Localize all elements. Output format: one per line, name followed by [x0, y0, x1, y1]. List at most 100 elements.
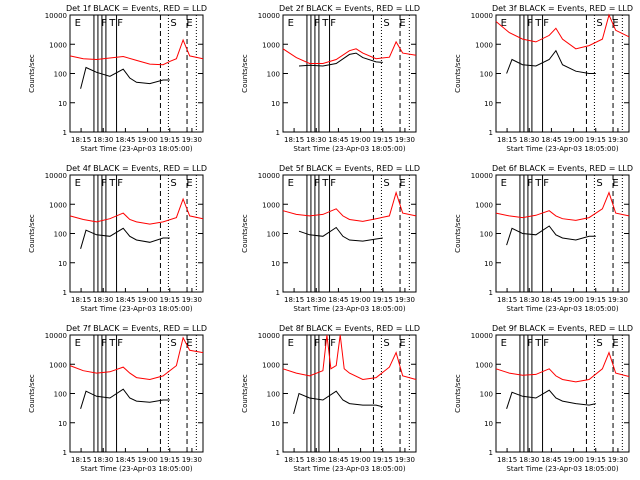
event-marker: F: [101, 178, 107, 189]
event-marker: S: [170, 338, 176, 349]
y-tick-label: 10000: [45, 12, 67, 20]
lld-series-line: [495, 13, 630, 50]
y-tick-label: 1000: [475, 361, 493, 369]
event-marker: E: [75, 338, 81, 349]
event-marker: E: [399, 338, 405, 349]
event-marker: E: [186, 178, 192, 189]
x-tick-label: 18:30: [306, 136, 326, 144]
lld-series-line: [69, 197, 204, 225]
events-series-line: [298, 226, 383, 242]
x-tick-label: 19:00: [137, 136, 157, 144]
y-tick-label: 1: [63, 129, 67, 137]
x-tick-label: 19:00: [350, 136, 370, 144]
x-tick-label: 19:00: [350, 456, 370, 464]
event-marker: E: [612, 338, 618, 349]
y-tick-label: 1000: [475, 41, 493, 49]
y-tick-label: 10: [484, 420, 493, 428]
event-marker: F: [330, 178, 336, 189]
event-marker: F: [527, 338, 533, 349]
panel-title: Det 8f BLACK = Events, RED = LLD: [279, 324, 420, 333]
y-tick-label: 1: [276, 449, 280, 457]
x-tick-label: 19:15: [586, 136, 606, 144]
event-marker: E: [501, 338, 507, 349]
y-tick-label: 1000: [49, 201, 67, 209]
x-tick-label: 18:30: [519, 296, 539, 304]
x-tick-label: 19:15: [373, 456, 393, 464]
event-marker: F: [314, 338, 320, 349]
event-marker: E: [75, 178, 81, 189]
chart-panel-9: Det 9f BLACK = Events, RED = LLD 1 10 100 10…: [454, 324, 633, 473]
x-tick-label: 18:15: [497, 136, 517, 144]
event-marker: E: [501, 18, 507, 29]
x-tick-label: 19:30: [182, 136, 202, 144]
panel-title: Det 4f BLACK = Events, RED = LLD: [66, 164, 207, 173]
y-tick-label: 1: [489, 449, 493, 457]
x-tick-label: 19:15: [373, 136, 393, 144]
x-tick-label: 19:30: [395, 296, 415, 304]
x-tick-label: 18:45: [328, 456, 348, 464]
x-tick-label: 18:30: [306, 296, 326, 304]
y-axis-label: Counts/sec: [454, 214, 462, 253]
event-marker: T: [321, 338, 329, 349]
y-tick-label: 10000: [471, 332, 493, 340]
event-marker: T: [534, 178, 542, 189]
y-tick-label: 10000: [258, 172, 280, 180]
event-marker: S: [596, 178, 602, 189]
event-marker: F: [527, 178, 533, 189]
event-marker: T: [108, 18, 116, 29]
events-series-line: [298, 52, 383, 67]
events-series-line: [293, 390, 383, 415]
event-marker: E: [612, 18, 618, 29]
x-tick-label: 18:15: [71, 296, 91, 304]
x-axis-label: Start Time (23-Apr-03 18:05:00): [80, 145, 192, 153]
y-tick-label: 10: [484, 260, 493, 268]
event-marker: S: [170, 18, 176, 29]
plot-frame: [495, 14, 630, 133]
x-axis-label: Start Time (23-Apr-03 18:05:00): [80, 465, 192, 473]
event-marker: E: [288, 178, 294, 189]
event-marker: S: [170, 178, 176, 189]
event-marker: F: [330, 18, 336, 29]
event-marker: F: [117, 338, 123, 349]
event-marker: F: [101, 338, 107, 349]
y-tick-label: 10: [271, 100, 280, 108]
x-axis-label: Start Time (23-Apr-03 18:05:00): [293, 145, 405, 153]
y-tick-label: 100: [480, 231, 493, 239]
y-tick-label: 1000: [262, 41, 280, 49]
y-tick-label: 10: [58, 420, 67, 428]
y-tick-label: 10: [271, 260, 280, 268]
x-tick-label: 18:15: [71, 456, 91, 464]
y-tick-label: 1000: [49, 41, 67, 49]
x-tick-label: 18:45: [115, 136, 135, 144]
panel-title: Det 1f BLACK = Events, RED = LLD: [66, 4, 207, 13]
y-tick-label: 100: [480, 71, 493, 79]
x-tick-label: 18:15: [284, 456, 304, 464]
x-tick-label: 19:15: [586, 456, 606, 464]
x-axis-label: Start Time (23-Apr-03 18:05:00): [293, 305, 405, 313]
event-marker: T: [534, 18, 542, 29]
x-tick-label: 18:15: [284, 296, 304, 304]
events-series-line: [80, 66, 170, 89]
x-tick-label: 18:45: [328, 296, 348, 304]
y-tick-label: 1000: [475, 201, 493, 209]
x-tick-label: 19:30: [395, 456, 415, 464]
x-tick-label: 19:00: [563, 136, 583, 144]
lld-series-line: [282, 40, 417, 64]
chart-panel-7: Det 7f BLACK = Events, RED = LLD 1 10 100 10…: [28, 324, 207, 473]
panel-title: Det 3f BLACK = Events, RED = LLD: [492, 4, 633, 13]
event-marker: E: [288, 338, 294, 349]
lld-series-line: [495, 351, 630, 383]
x-tick-label: 19:15: [160, 136, 180, 144]
x-tick-label: 19:30: [608, 136, 628, 144]
x-tick-label: 19:15: [586, 296, 606, 304]
event-marker: F: [314, 178, 320, 189]
y-tick-label: 10000: [471, 172, 493, 180]
event-marker: T: [321, 18, 329, 29]
y-tick-label: 10: [271, 420, 280, 428]
y-tick-label: 1: [63, 449, 67, 457]
event-marker: S: [596, 338, 602, 349]
panel-title: Det 2f BLACK = Events, RED = LLD: [279, 4, 420, 13]
x-tick-label: 18:30: [93, 296, 113, 304]
x-tick-label: 18:15: [497, 456, 517, 464]
event-marker: E: [186, 338, 192, 349]
